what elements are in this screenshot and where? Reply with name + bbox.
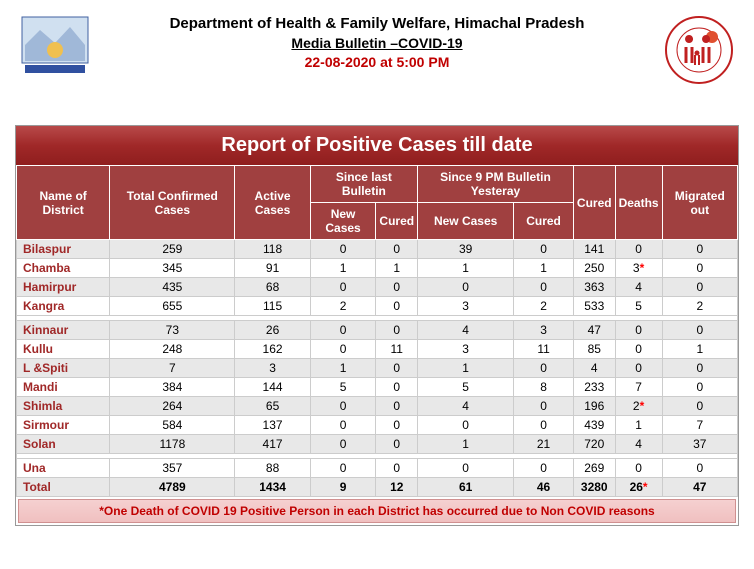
table-row: Sirmour584137000043917 — [17, 416, 738, 435]
table-row: Chamba3459111112503*0 — [17, 259, 738, 278]
media-title: Media Bulletin –COVID-19 — [90, 35, 664, 51]
data-table: Name of District Total Confirmed Cases A… — [16, 165, 738, 497]
table-row: Mandi384144505823370 — [17, 378, 738, 397]
col-new-cases-1: New Cases — [310, 203, 376, 240]
report-container: Report of Positive Cases till date Name … — [15, 125, 739, 526]
footnote: *One Death of COVID 19 Positive Person i… — [18, 499, 736, 523]
col-cured-1: Cured — [376, 203, 418, 240]
table-row: Kullu2481620113118501 — [17, 340, 738, 359]
date-line: 22-08-2020 at 5:00 PM — [90, 54, 664, 70]
header: Department of Health & Family Welfare, H… — [0, 0, 754, 95]
table-row: Kangra655115203253352 — [17, 297, 738, 316]
table-row: Total478914349126146328026*47 — [17, 478, 738, 497]
table-row: Solan117841700121720437 — [17, 435, 738, 454]
dept-title: Department of Health & Family Welfare, H… — [90, 15, 664, 32]
col-name: Name of District — [17, 166, 110, 240]
nhm-logo — [664, 15, 734, 85]
col-migrated: Migrated out — [662, 166, 737, 240]
state-emblem — [20, 15, 90, 75]
table-row: L &Spiti731010400 — [17, 359, 738, 378]
table-row: Hamirpur43568000036340 — [17, 278, 738, 297]
table-row: Kinnaur732600434700 — [17, 321, 738, 340]
col-since-9pm: Since 9 PM Bulletin Yesteray — [418, 166, 574, 203]
col-since-last: Since last Bulletin — [310, 166, 417, 203]
col-total: Total Confirmed Cases — [110, 166, 235, 240]
col-deaths: Deaths — [615, 166, 662, 240]
table-row: Shimla2646500401962*0 — [17, 397, 738, 416]
col-new-cases-2: New Cases — [418, 203, 514, 240]
col-active: Active Cases — [235, 166, 310, 240]
col-cured: Cured — [573, 166, 615, 240]
table-row: Bilaspur2591180039014100 — [17, 240, 738, 259]
col-cured-2: Cured — [514, 203, 574, 240]
table-row: Una35788000026900 — [17, 459, 738, 478]
report-title: Report of Positive Cases till date — [16, 126, 738, 165]
